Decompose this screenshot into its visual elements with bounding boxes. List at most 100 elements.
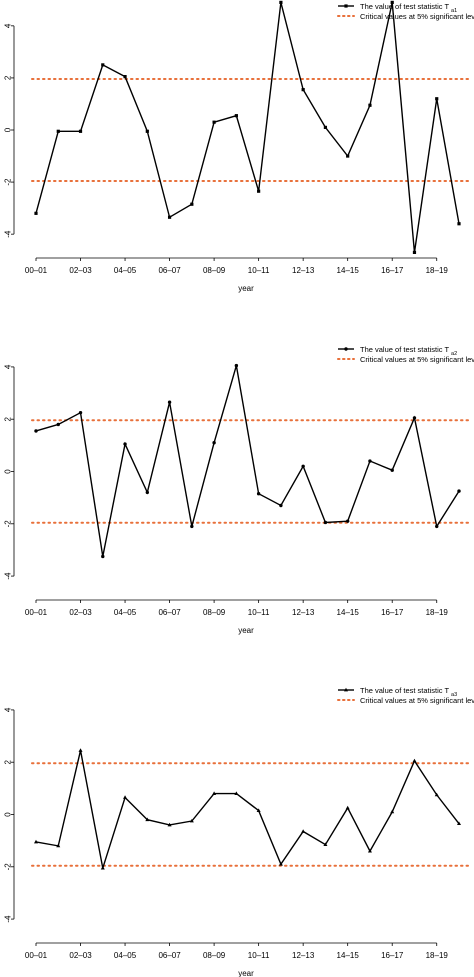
data-point (435, 524, 439, 529)
x-tick-label: 16–17 (381, 266, 404, 275)
data-point (412, 250, 417, 254)
x-tick-label: 14–15 (337, 608, 360, 617)
data-point (34, 211, 38, 215)
series-line (35, 750, 460, 869)
data-point (323, 842, 328, 846)
x-axis-title: year (238, 626, 254, 635)
data-point (101, 63, 105, 67)
data-point (145, 490, 150, 495)
data-point (301, 829, 306, 833)
y-tick-label: 2 (4, 416, 13, 421)
data-point (145, 129, 149, 133)
x-tick-label: 08–09 (203, 951, 226, 960)
y-tick-label: 4 (4, 364, 13, 369)
y-tick-label: -4 (4, 915, 13, 923)
data-point (368, 459, 372, 463)
data-point (212, 441, 216, 445)
x-tick-label: 04–05 (114, 266, 137, 275)
data-point (167, 822, 172, 827)
y-tick-label: 0 (4, 469, 13, 474)
data-point (301, 464, 305, 468)
legend-critical-label: Critical values at 5% significant level (360, 696, 474, 705)
data-point (367, 848, 372, 853)
x-tick-label: 04–05 (114, 951, 137, 960)
data-point (190, 524, 194, 529)
data-point (167, 400, 172, 404)
y-tick-label: -4 (4, 572, 13, 580)
data-point (78, 748, 83, 752)
data-point (123, 75, 127, 79)
data-point (457, 489, 461, 493)
data-point (167, 215, 172, 219)
x-axis-title: year (238, 969, 254, 977)
data-point (368, 103, 372, 107)
data-point (256, 492, 261, 496)
data-point (457, 821, 461, 826)
x-tick-label: 18–19 (426, 608, 449, 617)
panel-1: -4 -2 0 2 4 00–01 02–03 04–05 06–07 08–09 10–11 12–… (4, 0, 474, 293)
data-point (34, 839, 38, 844)
data-point (123, 795, 128, 799)
y-tick-label: 2 (4, 75, 13, 80)
y-tick-label: 0 (4, 812, 13, 817)
x-tick-label: 12–13 (292, 266, 315, 275)
data-point (279, 503, 283, 508)
data-point (101, 554, 105, 559)
y-tick-label: -2 (4, 520, 13, 528)
x-tick-label: 10–11 (248, 951, 270, 960)
x-tick-label: 08–09 (203, 608, 226, 617)
legend-series-subscript: a2 (451, 351, 457, 357)
x-tick-label: 18–19 (426, 266, 449, 275)
x-tick-label: 02–03 (69, 951, 92, 960)
legend-series-marker (344, 687, 348, 692)
panel-2: -4 -2 0 2 4 00–01 02–03 04–05 06–07 08–09 10–11 12–… (4, 345, 474, 635)
x-tick-label: 06–07 (158, 951, 181, 960)
x-tick-label: 12–13 (292, 608, 315, 617)
y-tick-label: 4 (4, 23, 13, 28)
y-tick-label: 2 (4, 759, 13, 764)
legend-series-subscript: a1 (451, 8, 457, 14)
data-point (345, 519, 350, 523)
data-point (346, 154, 350, 158)
y-tick-label: 4 (4, 707, 13, 712)
data-point (56, 129, 60, 133)
data-point (145, 817, 150, 822)
y-tick-label: -4 (4, 230, 13, 238)
data-point (301, 88, 305, 92)
data-point (78, 129, 83, 133)
legend-critical-label: Critical values at 5% significant level (360, 355, 474, 364)
x-tick-label: 06–07 (158, 266, 181, 275)
data-point (190, 202, 194, 206)
x-tick-label: 02–03 (69, 266, 92, 275)
data-point (212, 791, 217, 795)
series-line (35, 365, 460, 557)
data-point (189, 818, 194, 823)
x-tick-label: 00–01 (25, 266, 48, 275)
legend-series-subscript: a3 (451, 692, 457, 698)
x-tick-label: 14–15 (337, 266, 360, 275)
data-point (457, 222, 461, 226)
data-point (412, 416, 417, 420)
legend-series-marker (344, 347, 348, 351)
legend-series-marker (344, 4, 348, 8)
data-point (78, 410, 83, 415)
y-tick-label: -2 (4, 863, 13, 871)
data-point (323, 520, 328, 525)
data-point (390, 468, 394, 472)
x-tick-label: 08–09 (203, 266, 226, 275)
data-point (278, 861, 283, 866)
x-tick-label: 04–05 (114, 608, 137, 617)
x-tick-label: 14–15 (337, 951, 360, 960)
x-tick-label: 18–19 (426, 951, 449, 960)
legend-critical-label: Critical values at 5% significant level (360, 12, 474, 21)
x-tick-label: 00–01 (25, 608, 48, 617)
data-point (256, 808, 261, 812)
x-tick-label: 16–17 (381, 951, 404, 960)
data-point (323, 125, 328, 129)
data-point (412, 758, 417, 763)
x-tick-label: 12–13 (292, 951, 315, 960)
data-point (212, 120, 216, 124)
panel-3: -4 -2 0 2 4 00–01 02–03 04–05 06–07 08–09 10–11 12–… (4, 686, 474, 977)
y-tick-label: -2 (4, 178, 13, 186)
